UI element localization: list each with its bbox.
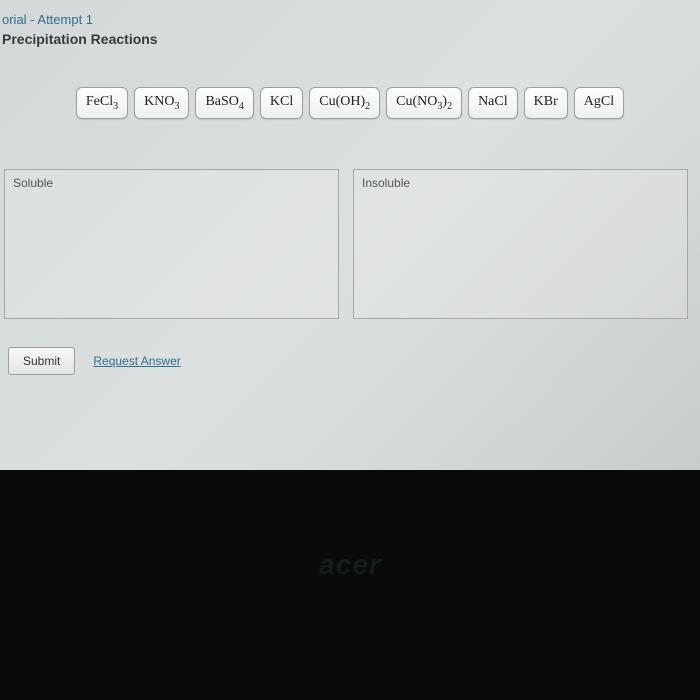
footer-bar: Submit Request Answer — [0, 319, 700, 375]
compound-tile[interactable]: KBr — [524, 87, 568, 119]
request-answer-link[interactable]: Request Answer — [93, 354, 180, 368]
insoluble-label: Insoluble — [362, 176, 410, 190]
app-panel: orial - Attempt 1 Precipitation Reaction… — [0, 0, 700, 470]
compound-tile[interactable]: FeCl3 — [76, 87, 128, 119]
soluble-label: Soluble — [13, 176, 53, 190]
soluble-dropzone[interactable]: Soluble — [4, 169, 339, 319]
compound-tile[interactable]: NaCl — [468, 87, 518, 119]
device-brand-label: acer — [319, 549, 381, 581]
laptop-bezel: acer — [0, 470, 700, 700]
compound-tile[interactable]: KNO3 — [134, 87, 189, 119]
compound-tile[interactable]: KCl — [260, 87, 303, 119]
compound-tile[interactable]: Cu(NO3)2 — [386, 87, 462, 119]
submit-button[interactable]: Submit — [8, 347, 75, 375]
breadcrumb: orial - Attempt 1 — [0, 10, 700, 31]
insoluble-dropzone[interactable]: Insoluble — [353, 169, 688, 319]
compound-tile[interactable]: Cu(OH)2 — [309, 87, 380, 119]
page-title: Precipitation Reactions — [0, 31, 700, 87]
compound-tile[interactable]: BaSO4 — [195, 87, 253, 119]
compound-tile[interactable]: AgCl — [574, 87, 624, 119]
compound-tile-row: FeCl3 KNO3 BaSO4 KCl Cu(OH)2 Cu(NO3)2 Na… — [0, 87, 700, 169]
dropzone-row: Soluble Insoluble — [0, 169, 700, 319]
